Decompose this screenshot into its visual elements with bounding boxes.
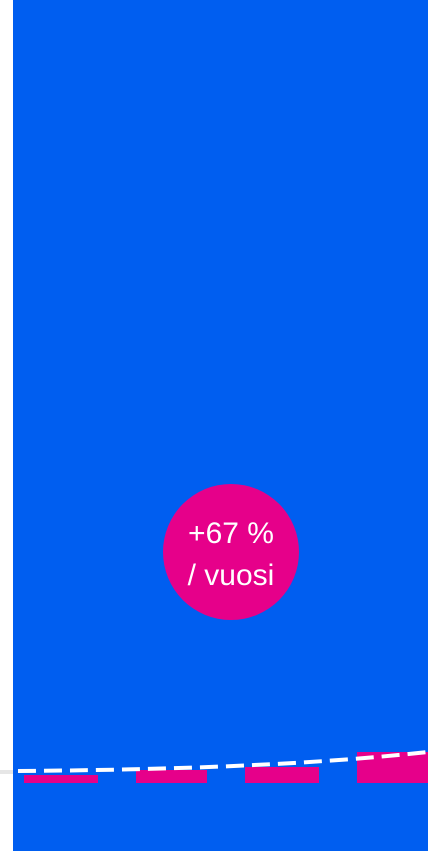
blue-panel bbox=[13, 0, 428, 851]
bar-shape bbox=[24, 775, 98, 783]
bar-shape bbox=[136, 770, 207, 783]
badge-value: +67 % bbox=[188, 517, 274, 550]
badge-circle bbox=[163, 484, 299, 620]
badge-unit: / vuosi bbox=[188, 559, 275, 592]
bar-shape bbox=[245, 767, 319, 783]
trend-line bbox=[17, 750, 428, 773]
badge: +67 % / vuosi bbox=[163, 484, 299, 620]
